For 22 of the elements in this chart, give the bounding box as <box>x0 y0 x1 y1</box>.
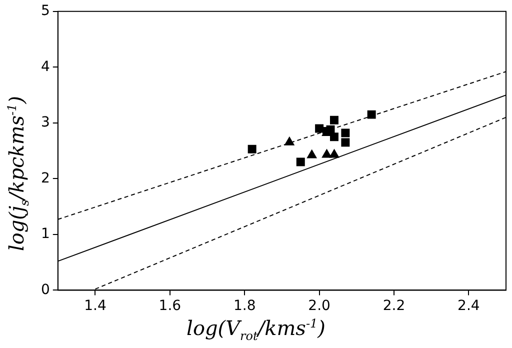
x-tick-label: 1.6 <box>158 298 182 314</box>
y-tick-label: 3 <box>40 114 50 131</box>
y-tick-label: 1 <box>40 226 50 242</box>
x-tick-label: 2.2 <box>382 298 406 314</box>
point <box>341 138 350 147</box>
x-tick-label: 2.0 <box>308 298 330 314</box>
point <box>296 158 305 166</box>
x-tick-label: 1.4 <box>84 298 106 314</box>
x-tick-label: 1.8 <box>233 298 256 314</box>
y-tick-label: 5 <box>40 3 50 20</box>
y-tick-label: 0 <box>40 282 50 298</box>
x-axis-title: log(V$_{rot}$/kms$^{-1}$) <box>186 316 326 343</box>
y-tick-label: 2 <box>40 170 50 186</box>
point <box>341 128 350 138</box>
point <box>330 132 338 142</box>
point <box>306 149 318 158</box>
y-tick-label: 4 <box>40 58 50 75</box>
point <box>367 110 376 119</box>
point <box>248 144 256 154</box>
point <box>329 148 340 158</box>
point <box>330 116 338 124</box>
x-tick-label: 2.4 <box>458 298 480 314</box>
